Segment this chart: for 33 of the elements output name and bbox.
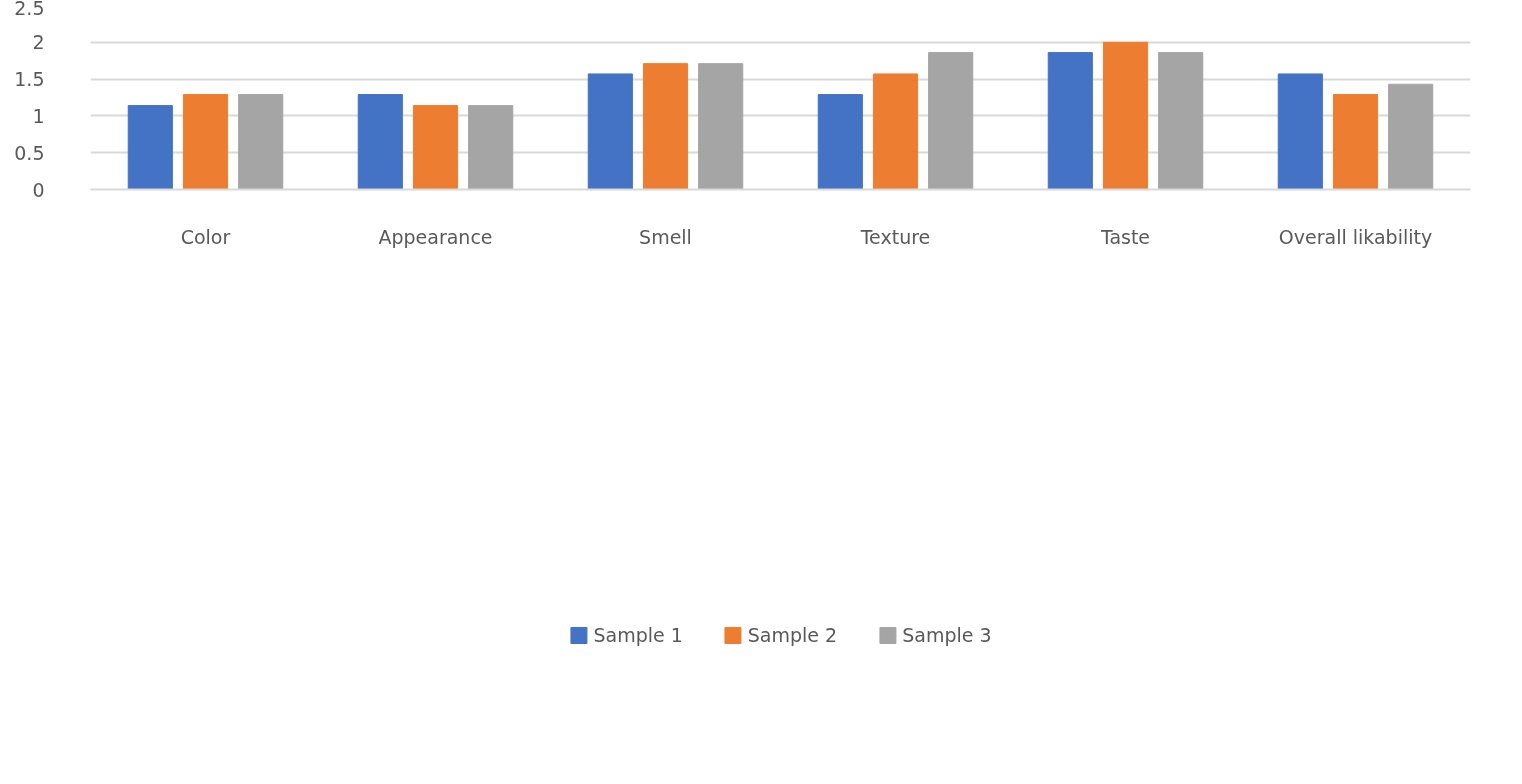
bar — [238, 94, 284, 190]
legend-label: Sample 2 — [747, 623, 838, 646]
bar — [642, 63, 689, 190]
y-tick-label: 1 — [32, 104, 45, 127]
legend-label: Sample 3 — [902, 623, 992, 646]
x-tick-label: Texture — [859, 225, 931, 248]
x-tick-label: Appearance — [378, 225, 493, 248]
y-tick-label: 1.5 — [14, 68, 45, 91]
y-tick-label: 0 — [32, 178, 45, 201]
bar — [1158, 52, 1204, 190]
y-tick-label: 2 — [32, 31, 45, 54]
y-tick-label: 2.5 — [14, 0, 45, 19]
bar — [468, 105, 514, 190]
bar — [1102, 41, 1149, 190]
bar — [817, 94, 863, 190]
bar — [872, 73, 919, 190]
bar — [182, 94, 229, 190]
legend-label: Sample 1 — [593, 623, 683, 646]
bar — [698, 63, 744, 190]
bar — [1388, 83, 1434, 190]
bar — [1277, 73, 1323, 190]
x-tick-label: Taste — [1099, 225, 1151, 248]
bar — [357, 94, 403, 190]
bar — [1332, 94, 1379, 190]
x-tick-label: Smell — [639, 225, 692, 248]
bar — [928, 52, 974, 190]
bar — [1047, 52, 1093, 190]
x-tick-label: Color — [180, 225, 231, 248]
bar — [412, 105, 459, 190]
x-tick-label: Overall likability — [1278, 225, 1433, 248]
y-tick-label: 0.5 — [14, 141, 45, 164]
bar — [127, 105, 173, 190]
bar — [587, 73, 633, 190]
